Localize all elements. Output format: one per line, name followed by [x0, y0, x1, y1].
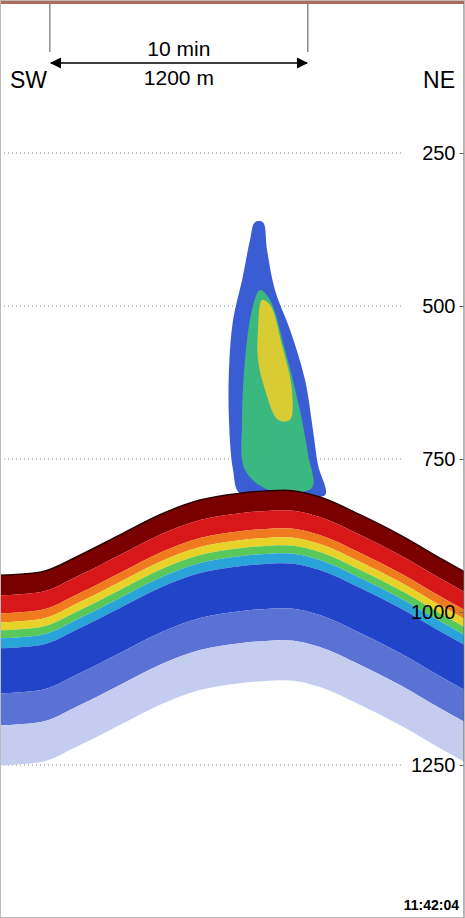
grid-line [0, 765, 403, 766]
tick-mark [460, 153, 464, 154]
event-mark [49, 4, 50, 52]
tick-label: 750 [422, 448, 455, 470]
tick: 1000 [411, 601, 464, 623]
direction-label: NE [423, 67, 455, 93]
grid-line [0, 153, 403, 154]
tick-mark [460, 765, 464, 766]
direction-label: SW [10, 67, 47, 93]
plot-frame [1, 1, 465, 918]
tick: 1250 [411, 754, 464, 776]
plume-layer [241, 290, 313, 493]
event-mark [307, 4, 308, 52]
y-axis: 250 500 750 1000 1250 [411, 1, 464, 918]
plume-layer [228, 221, 326, 497]
grid-line [0, 306, 403, 307]
background [0, 0, 465, 918]
tick-mark [460, 306, 464, 307]
tick-mark [460, 612, 464, 613]
tick-label: 1000 [411, 601, 456, 623]
scale-arrow [51, 62, 307, 64]
tick: 500 [422, 295, 463, 317]
plume-layer [257, 300, 293, 422]
axis-line [460, 1, 465, 918]
tick-mark [460, 459, 464, 460]
echogram-chart: 10 min 1200 m SW NE 250 500 750 1000 1250 11:42:0… [0, 0, 465, 918]
tick-label: 250 [422, 142, 455, 164]
seabed-line [0, 490, 465, 575]
timestamp: 11:42:04 [404, 897, 459, 913]
scale-distance-label: 1200 m [144, 66, 214, 89]
seabed-echo-band [0, 640, 465, 765]
tick-label: 500 [422, 295, 455, 317]
grid-line [0, 459, 403, 460]
plot-area [0, 221, 465, 765]
scale-bar: 10 min 1200 m [50, 4, 308, 89]
tick: 750 [422, 448, 463, 470]
scale-time-label: 10 min [147, 37, 210, 60]
tick: 250 [422, 142, 463, 164]
tick-label: 1250 [411, 754, 456, 776]
